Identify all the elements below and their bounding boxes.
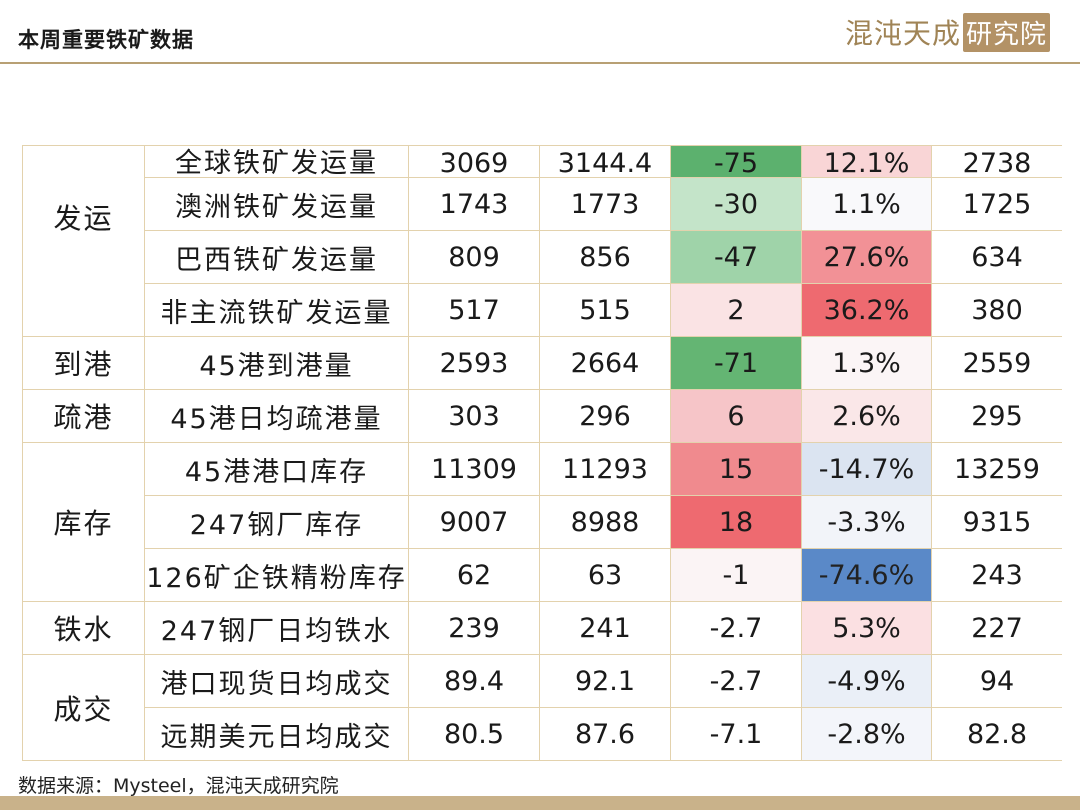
row-change: -71 [670,336,802,390]
row-value-a: 3069 [408,145,540,178]
table-row: 非主流铁矿发运量 517 515 2 36.2% 380 [23,283,1062,337]
row-value-a: 11309 [408,442,540,496]
row-metric: 非主流铁矿发运量 [144,283,409,337]
table-row: 库存 45港港口库存 11309 11293 15 -14.7% 13259 [22,442,1062,602]
logo: 混沌天成 研究院 [845,12,1051,52]
row-value-b: 3144.4 [539,145,671,178]
row-value-e: 2738 [931,145,1062,178]
row-value-a: 2593 [408,336,540,390]
row-change-pct: -2.8% [801,707,932,761]
row-value-a: 9007 [408,495,540,549]
row-value-e: 227 [931,601,1062,655]
iron-ore-data-table-wrap: 发运 全球铁矿发运量 3069 3144.4 -75 12.1% 2738 澳洲… [22,145,1062,763]
header: 本周重要铁矿数据 混沌天成 研究院 [0,0,1080,64]
row-value-b: 515 [539,283,671,337]
row-metric: 澳洲铁矿发运量 [144,177,409,231]
row-value-e: 2559 [931,336,1062,390]
logo-seal: 研究院 [963,12,1051,52]
row-change-pct: -14.7% [801,442,932,496]
logo-text: 混沌天成 [845,17,962,50]
row-value-b: 11293 [539,442,671,496]
row-metric: 126矿企铁精粉库存 [144,548,409,602]
row-change-pct: -74.6% [801,548,932,602]
row-value-e: 243 [931,548,1062,602]
row-change-pct: 2.6% [801,389,932,443]
row-value-b: 856 [539,230,671,284]
row-change-pct: 36.2% [801,283,932,337]
category-port-clearance: 疏港 [22,389,145,443]
row-metric: 45港日均疏港量 [144,389,409,443]
row-change-pct: 1.3% [801,336,932,390]
row-value-a: 89.4 [408,654,540,708]
row-change-pct: 12.1% [801,145,932,178]
row-value-e: 9315 [931,495,1062,549]
table-row: 澳洲铁矿发运量 1743 1773 -30 1.1% 1725 [23,177,1062,231]
row-metric: 247钢厂库存 [144,495,409,549]
row-change-pct: 27.6% [801,230,932,284]
row-change-pct: 5.3% [801,601,932,655]
row-metric: 45港港口库存 [144,442,409,496]
iron-ore-data-table: 发运 全球铁矿发运量 3069 3144.4 -75 12.1% 2738 澳洲… [22,145,1062,761]
row-value-a: 239 [408,601,540,655]
row-value-e: 82.8 [931,707,1062,761]
table-row: 巴西铁矿发运量 809 856 -47 27.6% 634 [23,230,1062,284]
row-change: -47 [670,230,802,284]
row-metric: 巴西铁矿发运量 [144,230,409,284]
category-inventory: 库存 [22,442,145,602]
row-change: 6 [670,389,802,443]
row-metric: 247钢厂日均铁水 [144,601,409,655]
row-value-e: 380 [931,283,1062,337]
row-value-a: 303 [408,389,540,443]
table-row: 247钢厂库存 9007 8988 18 -3.3% 9315 [23,495,1062,549]
row-metric: 45港到港量 [144,336,409,390]
row-value-b: 8988 [539,495,671,549]
row-value-e: 295 [931,389,1062,443]
row-metric: 港口现货日均成交 [144,654,409,708]
page-title: 本周重要铁矿数据 [18,28,194,52]
row-change: -2.7 [670,601,802,655]
category-hot-metal: 铁水 [22,601,145,655]
table-row: 到港 45港到港量 2593 2664 -71 1.3% 2559 [22,336,1062,390]
table-row: 铁水 247钢厂日均铁水 239 241 -2.7 5.3% 227 [22,601,1062,655]
row-change: 18 [670,495,802,549]
footer-bar [0,796,1080,810]
row-value-b: 241 [539,601,671,655]
row-value-b: 92.1 [539,654,671,708]
row-change-pct: -4.9% [801,654,932,708]
row-change: 2 [670,283,802,337]
table-row: 疏港 45港日均疏港量 303 296 6 2.6% 295 [22,389,1062,443]
category-shipping: 发运 [22,145,145,337]
row-change: -75 [670,145,802,178]
row-value-b: 1773 [539,177,671,231]
row-change: -7.1 [670,707,802,761]
table-row: 发运 全球铁矿发运量 3069 3144.4 -75 12.1% 2738 [22,145,1062,337]
row-value-b: 296 [539,389,671,443]
row-value-a: 80.5 [408,707,540,761]
row-change: -1 [670,548,802,602]
table-row: 成交 港口现货日均成交 89.4 92.1 -2.7 -4.9% 94 [22,654,1062,761]
row-value-b: 63 [539,548,671,602]
row-metric: 远期美元日均成交 [144,707,409,761]
row-change-pct: 1.1% [801,177,932,231]
row-value-a: 809 [408,230,540,284]
row-value-e: 1725 [931,177,1062,231]
row-change: -30 [670,177,802,231]
row-value-e: 634 [931,230,1062,284]
row-value-a: 62 [408,548,540,602]
row-value-e: 94 [931,654,1062,708]
category-transaction: 成交 [22,654,145,761]
row-value-b: 2664 [539,336,671,390]
source-note: 数据来源：Mysteel，混沌天成研究院 [18,775,339,797]
table-row: 远期美元日均成交 80.5 87.6 -7.1 -2.8% 82.8 [23,707,1062,761]
row-value-a: 517 [408,283,540,337]
row-value-a: 1743 [408,177,540,231]
row-change-pct: -3.3% [801,495,932,549]
row-value-e: 13259 [931,442,1062,496]
category-arrival: 到港 [22,336,145,390]
row-value-b: 87.6 [539,707,671,761]
table-row: 126矿企铁精粉库存 62 63 -1 -74.6% 243 [23,548,1062,602]
row-change: -2.7 [670,654,802,708]
row-change: 15 [670,442,802,496]
row-metric: 全球铁矿发运量 [144,145,409,178]
